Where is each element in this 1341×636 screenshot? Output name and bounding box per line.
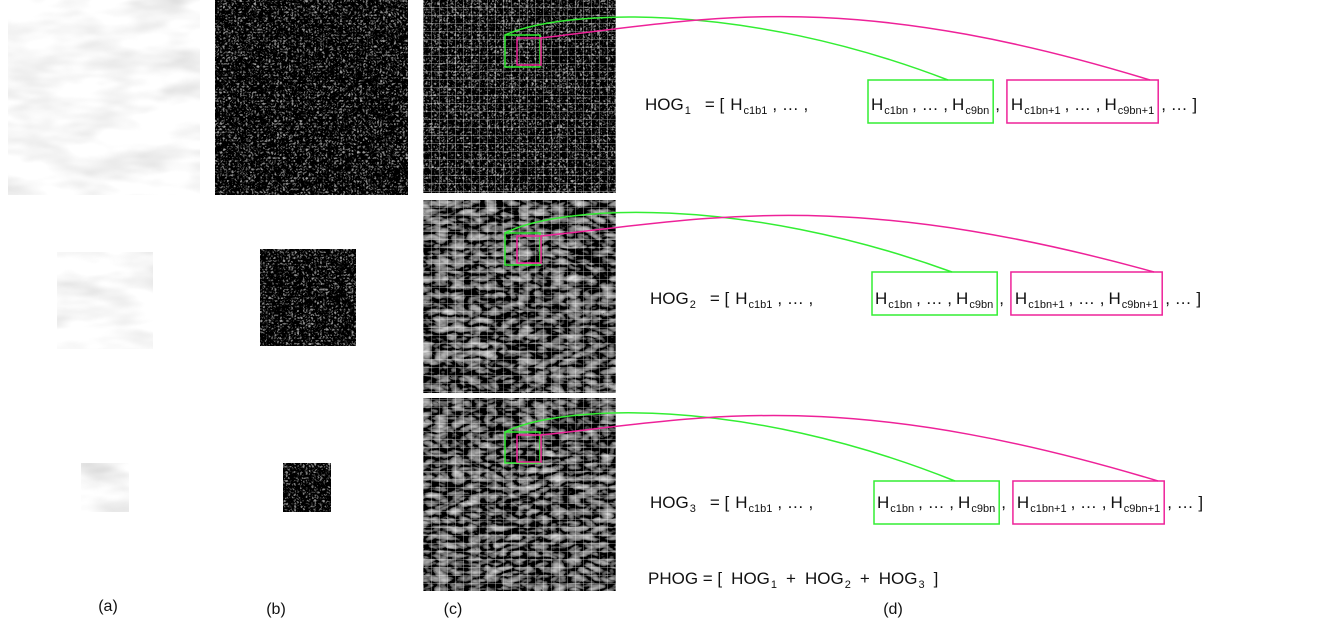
images-a: [8, 0, 200, 512]
subscript: c9bn+1: [1122, 299, 1158, 311]
term: ]: [934, 569, 939, 588]
term: HOG: [731, 569, 770, 588]
cell-grid: [423, 200, 616, 393]
term: PHOG = [: [648, 569, 722, 588]
term: H: [877, 493, 889, 512]
panel-label: (b): [266, 601, 286, 618]
subscript: c9bn+1: [1124, 503, 1160, 515]
separator: ,: [995, 95, 1000, 114]
term: H: [1111, 493, 1123, 512]
subscript: 1: [685, 105, 691, 117]
bracket: = [: [705, 95, 725, 114]
images-c: [423, 0, 616, 591]
term: H: [730, 95, 742, 114]
term: H: [875, 289, 887, 308]
palm-image: [81, 463, 129, 512]
link-magenta: [541, 215, 1154, 272]
term: HOG: [650, 289, 689, 308]
term: H: [1017, 493, 1029, 512]
link-magenta: [541, 17, 1150, 80]
separator: , … ,: [772, 95, 808, 114]
term: HOG: [805, 569, 844, 588]
panel-label: (d): [883, 601, 903, 618]
term: H: [958, 493, 970, 512]
term: HOG: [650, 493, 689, 512]
subscript: 3: [690, 503, 696, 515]
subscript: 1: [771, 579, 777, 591]
panel-label: (c): [444, 601, 463, 618]
subscript: c1bn+1: [1030, 503, 1066, 515]
term: H: [952, 95, 964, 114]
separator: , … ,: [777, 493, 813, 512]
term: , … ,: [1065, 95, 1101, 114]
subscript: c9bn: [971, 503, 995, 515]
subscript: c1bn: [888, 299, 912, 311]
term: H: [1011, 95, 1023, 114]
subscript: c1b1: [749, 503, 773, 515]
term: HOG: [645, 95, 684, 114]
subscript: c1bn+1: [1028, 299, 1064, 311]
term: +: [786, 569, 796, 588]
separator: , … ,: [777, 289, 813, 308]
term: H: [1105, 95, 1117, 114]
term: H: [956, 289, 968, 308]
subscript: c9bn: [965, 105, 989, 117]
term: +: [860, 569, 870, 588]
subscript: 3: [919, 579, 925, 591]
panel-label: (a): [98, 598, 118, 615]
term: , … ,: [1069, 289, 1105, 308]
subscript: c1b1: [749, 299, 773, 311]
term: , … ,: [918, 493, 954, 512]
bracket: , … ]: [1165, 289, 1201, 308]
term: HOG: [879, 569, 918, 588]
separator: ,: [999, 289, 1004, 308]
term: H: [735, 289, 747, 308]
edge-image: [215, 0, 408, 195]
edge-image: [260, 249, 356, 346]
palm-image: [8, 0, 200, 195]
term: H: [1015, 289, 1027, 308]
term: , … ,: [916, 289, 952, 308]
link-magenta: [541, 415, 1158, 481]
separator: ,: [1001, 493, 1006, 512]
edge-image: [283, 463, 331, 512]
subscript: c1bn: [890, 503, 914, 515]
term: H: [1109, 289, 1121, 308]
bracket: , … ]: [1167, 493, 1203, 512]
palm-image: [57, 252, 153, 349]
subscript: c1bn+1: [1024, 105, 1060, 117]
subscript: c9bn: [969, 299, 993, 311]
subscript: 2: [845, 579, 851, 591]
term: H: [871, 95, 883, 114]
images-b: [215, 0, 408, 512]
bracket: = [: [710, 289, 730, 308]
subscript: c1b1: [744, 105, 768, 117]
figure: (a) (b) (c) (d) HOG1= [Hc1b1, … ,Hc1bn, …: [0, 0, 1341, 636]
subscript: c1bn: [884, 105, 908, 117]
subscript: 2: [690, 299, 696, 311]
subscript: c9bn+1: [1118, 105, 1154, 117]
term: , … ,: [912, 95, 948, 114]
term: , … ,: [1071, 493, 1107, 512]
bracket: , … ]: [1161, 95, 1197, 114]
bracket: = [: [710, 493, 730, 512]
term: H: [735, 493, 747, 512]
